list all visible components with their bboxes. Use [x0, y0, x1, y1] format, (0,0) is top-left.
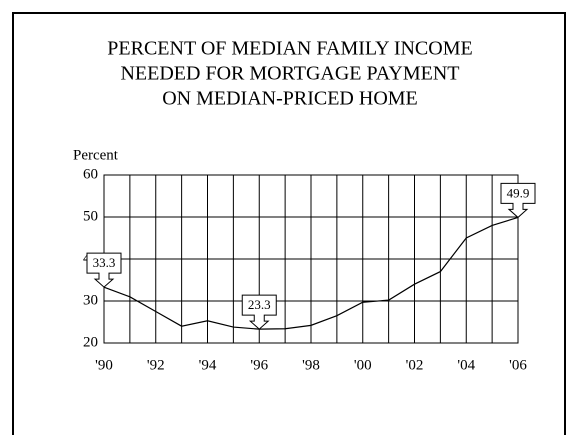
x-tick-label: '04	[457, 357, 475, 373]
y-tick-label: 50	[83, 208, 98, 224]
x-tick-label: '98	[302, 357, 320, 373]
callout	[86, 252, 122, 288]
callout-label: 33.3	[93, 255, 116, 270]
callout	[500, 182, 536, 219]
chart-title: PERCENT OF MEDIAN FAMILY INCOME	[107, 38, 472, 60]
callout	[241, 294, 277, 330]
x-tick-label: '96	[250, 357, 268, 373]
callout-label: 49.9	[507, 185, 530, 200]
callout-label: 23.3	[248, 297, 271, 312]
data-line	[103, 216, 519, 330]
frame	[12, 12, 566, 435]
x-tick-label: '02	[406, 357, 424, 373]
x-tick-label: '92	[147, 357, 165, 373]
y-tick-label: 20	[83, 334, 98, 350]
x-tick-label: '00	[354, 357, 372, 373]
x-tick-label: '90	[95, 357, 113, 373]
y-axis-label: Percent	[73, 147, 119, 163]
y-tick-label: 60	[83, 166, 98, 182]
chart-title: NEEDED FOR MORTGAGE PAYMENT	[120, 63, 459, 85]
chart-title: ON MEDIAN-PRICED HOME	[162, 88, 418, 110]
x-tick-label: '06	[509, 357, 527, 373]
y-tick-label: 30	[83, 292, 98, 308]
x-tick-label: '94	[199, 357, 217, 373]
